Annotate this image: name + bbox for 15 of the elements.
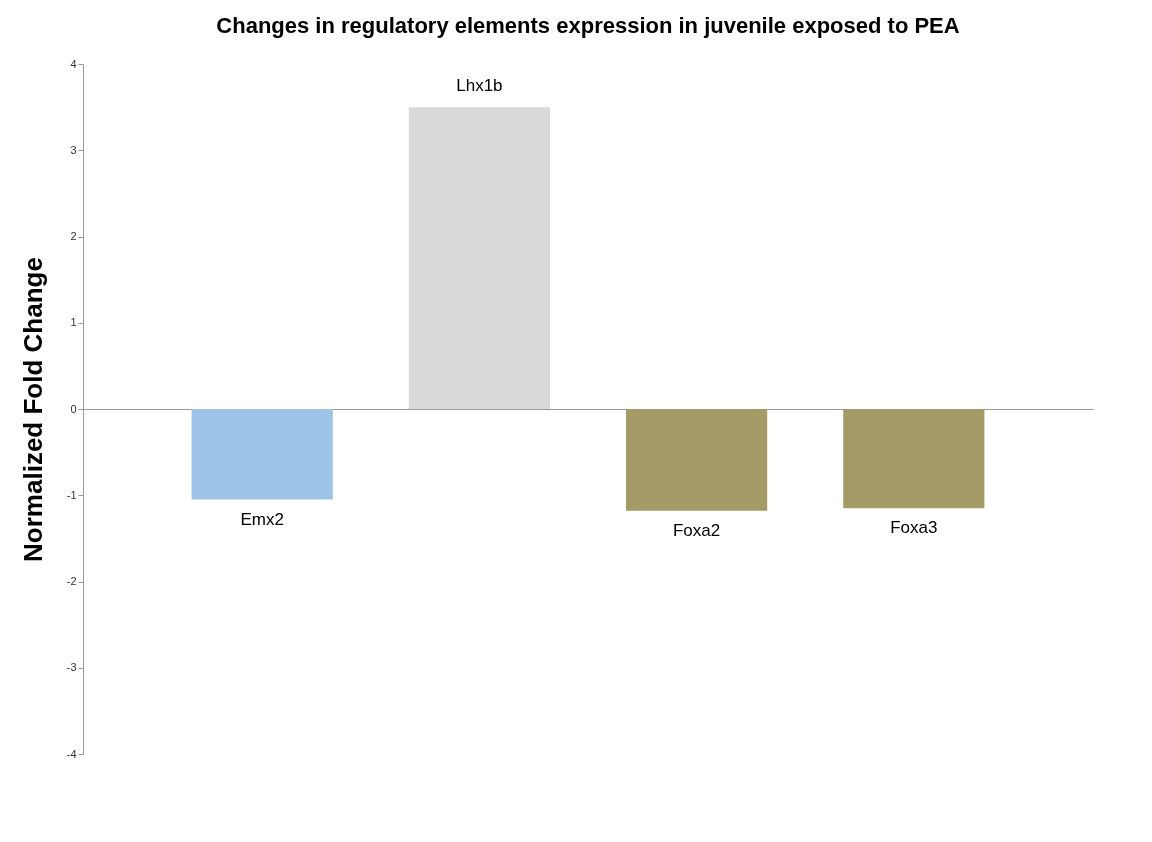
y-tick-label: 2 [70, 230, 77, 242]
y-tick-label: 3 [70, 143, 77, 156]
y-tick-label: -2 [66, 575, 77, 587]
y-tick-label: -1 [66, 488, 77, 501]
y-tick-label: -3 [66, 661, 77, 674]
x-tick-label: Emx2 [240, 509, 284, 529]
y-tick-label: 0 [70, 402, 77, 415]
x-tick-label: Foxa2 [672, 520, 721, 540]
y-tick-label: -4 [66, 747, 77, 760]
y-tick-label: 1 [70, 316, 77, 329]
chart-title: Changes in regulatory elements expression in juvenile exposed to PEA [216, 13, 960, 38]
x-tick-label: Lhx1b [456, 76, 503, 96]
y-axis-title: Normalized Fold Change [17, 257, 48, 562]
x-tick-label: Foxa3 [890, 518, 938, 538]
y-tick-label: 4 [70, 57, 77, 70]
